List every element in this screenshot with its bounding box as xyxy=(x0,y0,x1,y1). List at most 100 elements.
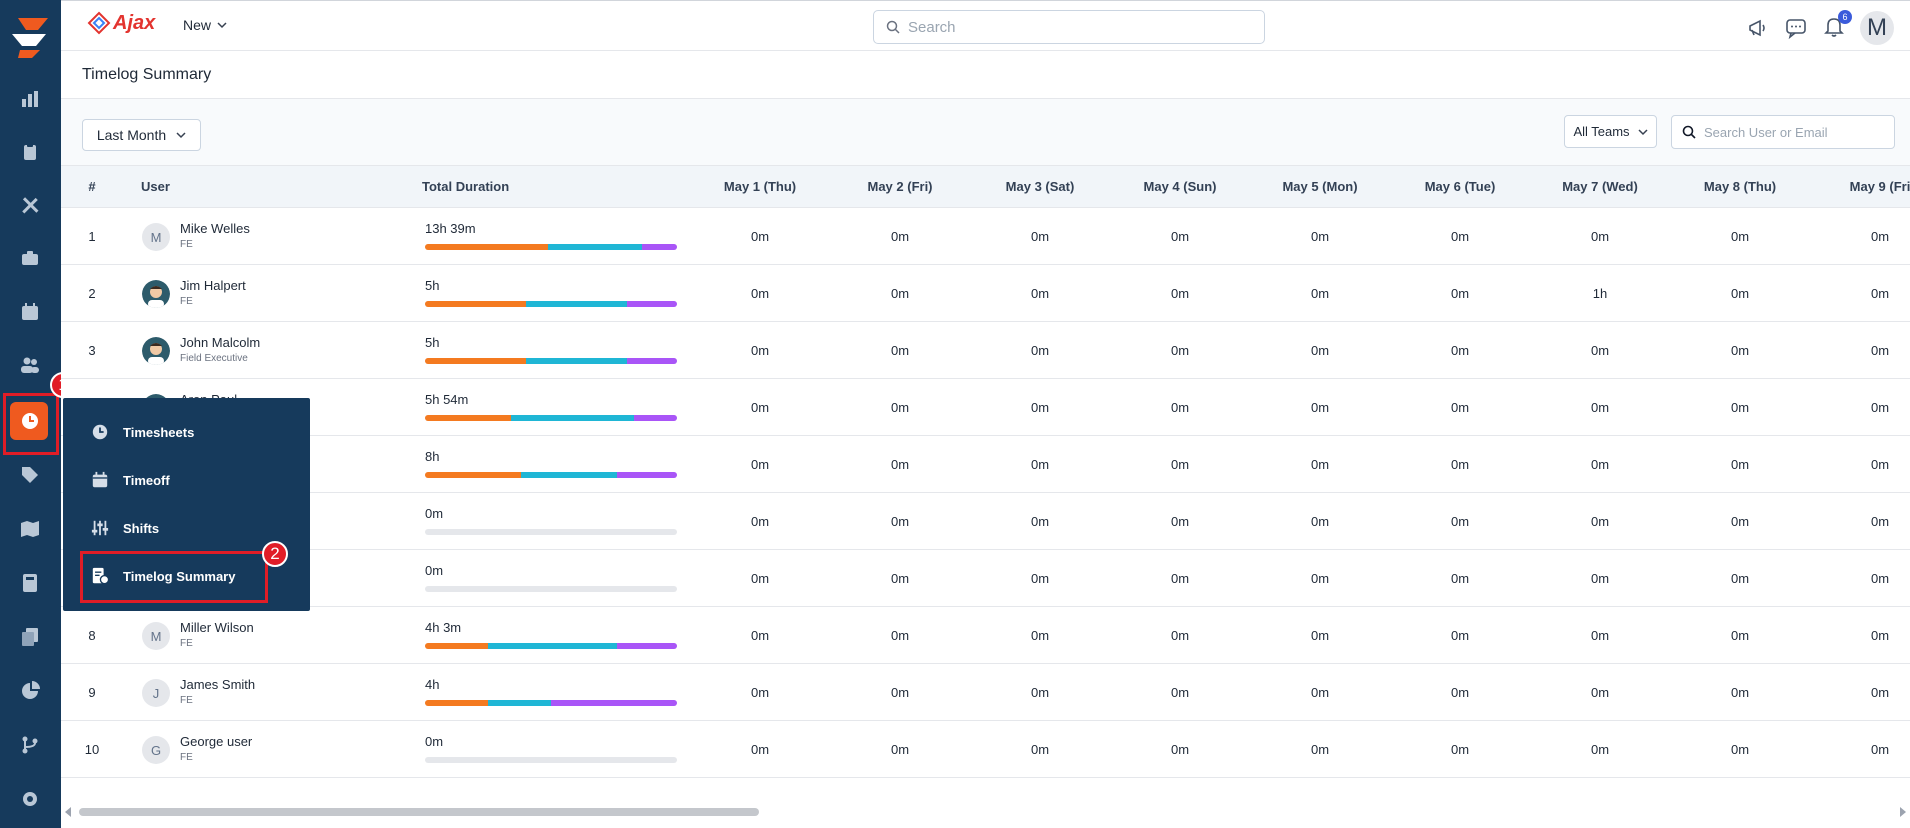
day-duration: 0m xyxy=(1310,400,1330,415)
tag-icon[interactable] xyxy=(15,460,45,490)
megaphone-icon[interactable] xyxy=(1746,16,1770,40)
chevron-down-icon xyxy=(217,22,227,29)
duration-bar xyxy=(425,472,677,478)
table-row[interactable]: 3 John Malcolm Field Executive 5h 0m 0m 0m 0m 0m… xyxy=(61,322,1910,379)
table-row[interactable]: 9 J James Smith FE 4h 0m 0m 0m 0m 0m 0m 0m 0m 0m xyxy=(61,664,1910,721)
table-row[interactable]: 58h0m0m0m0m0m0m0m0m0m xyxy=(61,436,1910,493)
gear-icon[interactable] xyxy=(15,784,45,814)
day-duration: 0m xyxy=(1030,514,1050,529)
global-search-input[interactable] xyxy=(908,18,1228,36)
user-search[interactable] xyxy=(1671,115,1895,149)
day-duration: 0m xyxy=(750,742,770,757)
menu-item-label: Timelog Summary xyxy=(123,568,236,584)
scroll-thumb[interactable] xyxy=(79,808,759,816)
duration-bar xyxy=(425,529,677,535)
user-name[interactable]: Jim Halpert xyxy=(180,278,246,293)
user-name[interactable]: Miller Wilson xyxy=(180,620,254,635)
day-duration: 0m xyxy=(750,229,770,244)
day-duration: 0m xyxy=(1310,514,1330,529)
calendar-icon[interactable] xyxy=(15,297,45,327)
day-duration: 0m xyxy=(890,343,910,358)
duration-bar-segment xyxy=(488,643,617,649)
table-row[interactable]: 8 M Miller Wilson FE 4h 3m 0m 0m 0m 0m 0m 0m 0m 0m 0m xyxy=(61,607,1910,664)
day-duration: 0m xyxy=(1870,400,1890,415)
day-duration: 0m xyxy=(1170,229,1190,244)
day-duration: 0m xyxy=(890,628,910,643)
scroll-right-arrow[interactable] xyxy=(1900,807,1906,817)
user-avatar[interactable]: M xyxy=(1860,11,1894,45)
user-name[interactable]: George user xyxy=(180,734,253,749)
day-duration: 0m xyxy=(1450,571,1470,586)
day-duration: 0m xyxy=(890,742,910,757)
documents-icon[interactable] xyxy=(15,622,45,652)
row-number: 9 xyxy=(88,685,96,700)
duration-bar-segment xyxy=(551,700,677,706)
day-duration: 0m xyxy=(1030,685,1050,700)
day-duration: 0m xyxy=(1590,742,1610,757)
new-button-label: New xyxy=(183,17,212,33)
day-duration: 0m xyxy=(1170,685,1190,700)
notifications[interactable]: 6 xyxy=(1822,9,1852,43)
user-role: FE xyxy=(180,296,193,307)
table-row[interactable]: 1 M Mike Welles FE 13h 39m 0m 0m 0m 0m 0m 0m 0m 0m 0m xyxy=(61,208,1910,265)
team-dropdown-label: All Teams xyxy=(1573,124,1630,139)
day-duration: 0m xyxy=(1730,286,1750,301)
day-duration: 0m xyxy=(1170,343,1190,358)
brand[interactable]: Ajax xyxy=(87,11,155,35)
tools-icon[interactable] xyxy=(15,190,45,220)
page-title: Timelog Summary xyxy=(82,66,212,83)
menu-item-timeoff[interactable]: Timeoff xyxy=(91,468,170,492)
day-duration: 0m xyxy=(1870,457,1890,472)
user-name[interactable]: James Smith xyxy=(180,677,256,692)
total-duration: 8h xyxy=(425,449,440,464)
duration-bar-segment xyxy=(616,643,677,649)
users-icon[interactable] xyxy=(15,350,45,380)
table-row[interactable]: 70m0m0m0m0m0m0m0m0m0m xyxy=(61,550,1910,607)
user-name[interactable]: John Malcolm xyxy=(180,335,261,350)
menu-item-timesheets[interactable]: Timesheets xyxy=(91,420,194,444)
bell-icon xyxy=(1824,17,1844,37)
day-duration: 0m xyxy=(1730,400,1750,415)
table-row[interactable]: 60m0m0m0m0m0m0m0m0m0m xyxy=(61,493,1910,550)
day-duration: 0m xyxy=(890,229,910,244)
app-logo[interactable] xyxy=(8,14,53,60)
day-duration: 0m xyxy=(1030,571,1050,586)
chevron-down-icon xyxy=(176,132,186,139)
map-icon[interactable] xyxy=(15,514,45,544)
user-search-input[interactable] xyxy=(1704,124,1884,140)
clock-icon[interactable] xyxy=(15,406,45,436)
day-duration: 0m xyxy=(1030,400,1050,415)
table-row[interactable]: 2 Jim Halpert FE 5h 0m 0m 0m 0m 0m 0m 1h 0m 0m xyxy=(61,265,1910,322)
notification-count-badge: 6 xyxy=(1838,9,1852,24)
chat-icon[interactable] xyxy=(1784,16,1808,40)
analytics-icon[interactable] xyxy=(15,84,45,114)
horizontal-scrollbar[interactable] xyxy=(61,804,1910,818)
global-search[interactable] xyxy=(873,10,1265,44)
menu-item-shifts[interactable]: Shifts xyxy=(91,516,159,540)
day-duration: 0m xyxy=(1730,343,1750,358)
day-duration: 0m xyxy=(1870,514,1890,529)
avatar: M xyxy=(142,223,170,251)
duration-bar-segment xyxy=(488,700,551,706)
briefcase-icon[interactable] xyxy=(15,243,45,273)
table-row[interactable]: 10 G George user FE 0m 0m 0m 0m 0m 0m 0m 0m 0m 0m xyxy=(61,721,1910,778)
workflow-icon[interactable] xyxy=(15,730,45,760)
team-dropdown[interactable]: All Teams xyxy=(1564,115,1657,148)
user-role: FE xyxy=(180,239,193,250)
new-button[interactable]: New xyxy=(183,17,227,33)
period-dropdown[interactable]: Last Month xyxy=(82,119,201,151)
tasks-icon[interactable] xyxy=(15,137,45,167)
total-duration: 0m xyxy=(425,506,444,521)
day-duration: 0m xyxy=(1730,742,1750,757)
day-duration: 0m xyxy=(1030,742,1050,757)
menu-item-timelog-summary[interactable]: Timelog Summary xyxy=(91,564,235,588)
day-duration: 0m xyxy=(890,571,910,586)
day-duration: 0m xyxy=(750,286,770,301)
calculator-icon[interactable] xyxy=(15,568,45,598)
day-duration: 0m xyxy=(1590,628,1610,643)
user-name[interactable]: Mike Welles xyxy=(180,221,250,236)
pie-chart-icon[interactable] xyxy=(15,676,45,706)
scroll-left-arrow[interactable] xyxy=(65,807,71,817)
day-duration: 0m xyxy=(1870,685,1890,700)
